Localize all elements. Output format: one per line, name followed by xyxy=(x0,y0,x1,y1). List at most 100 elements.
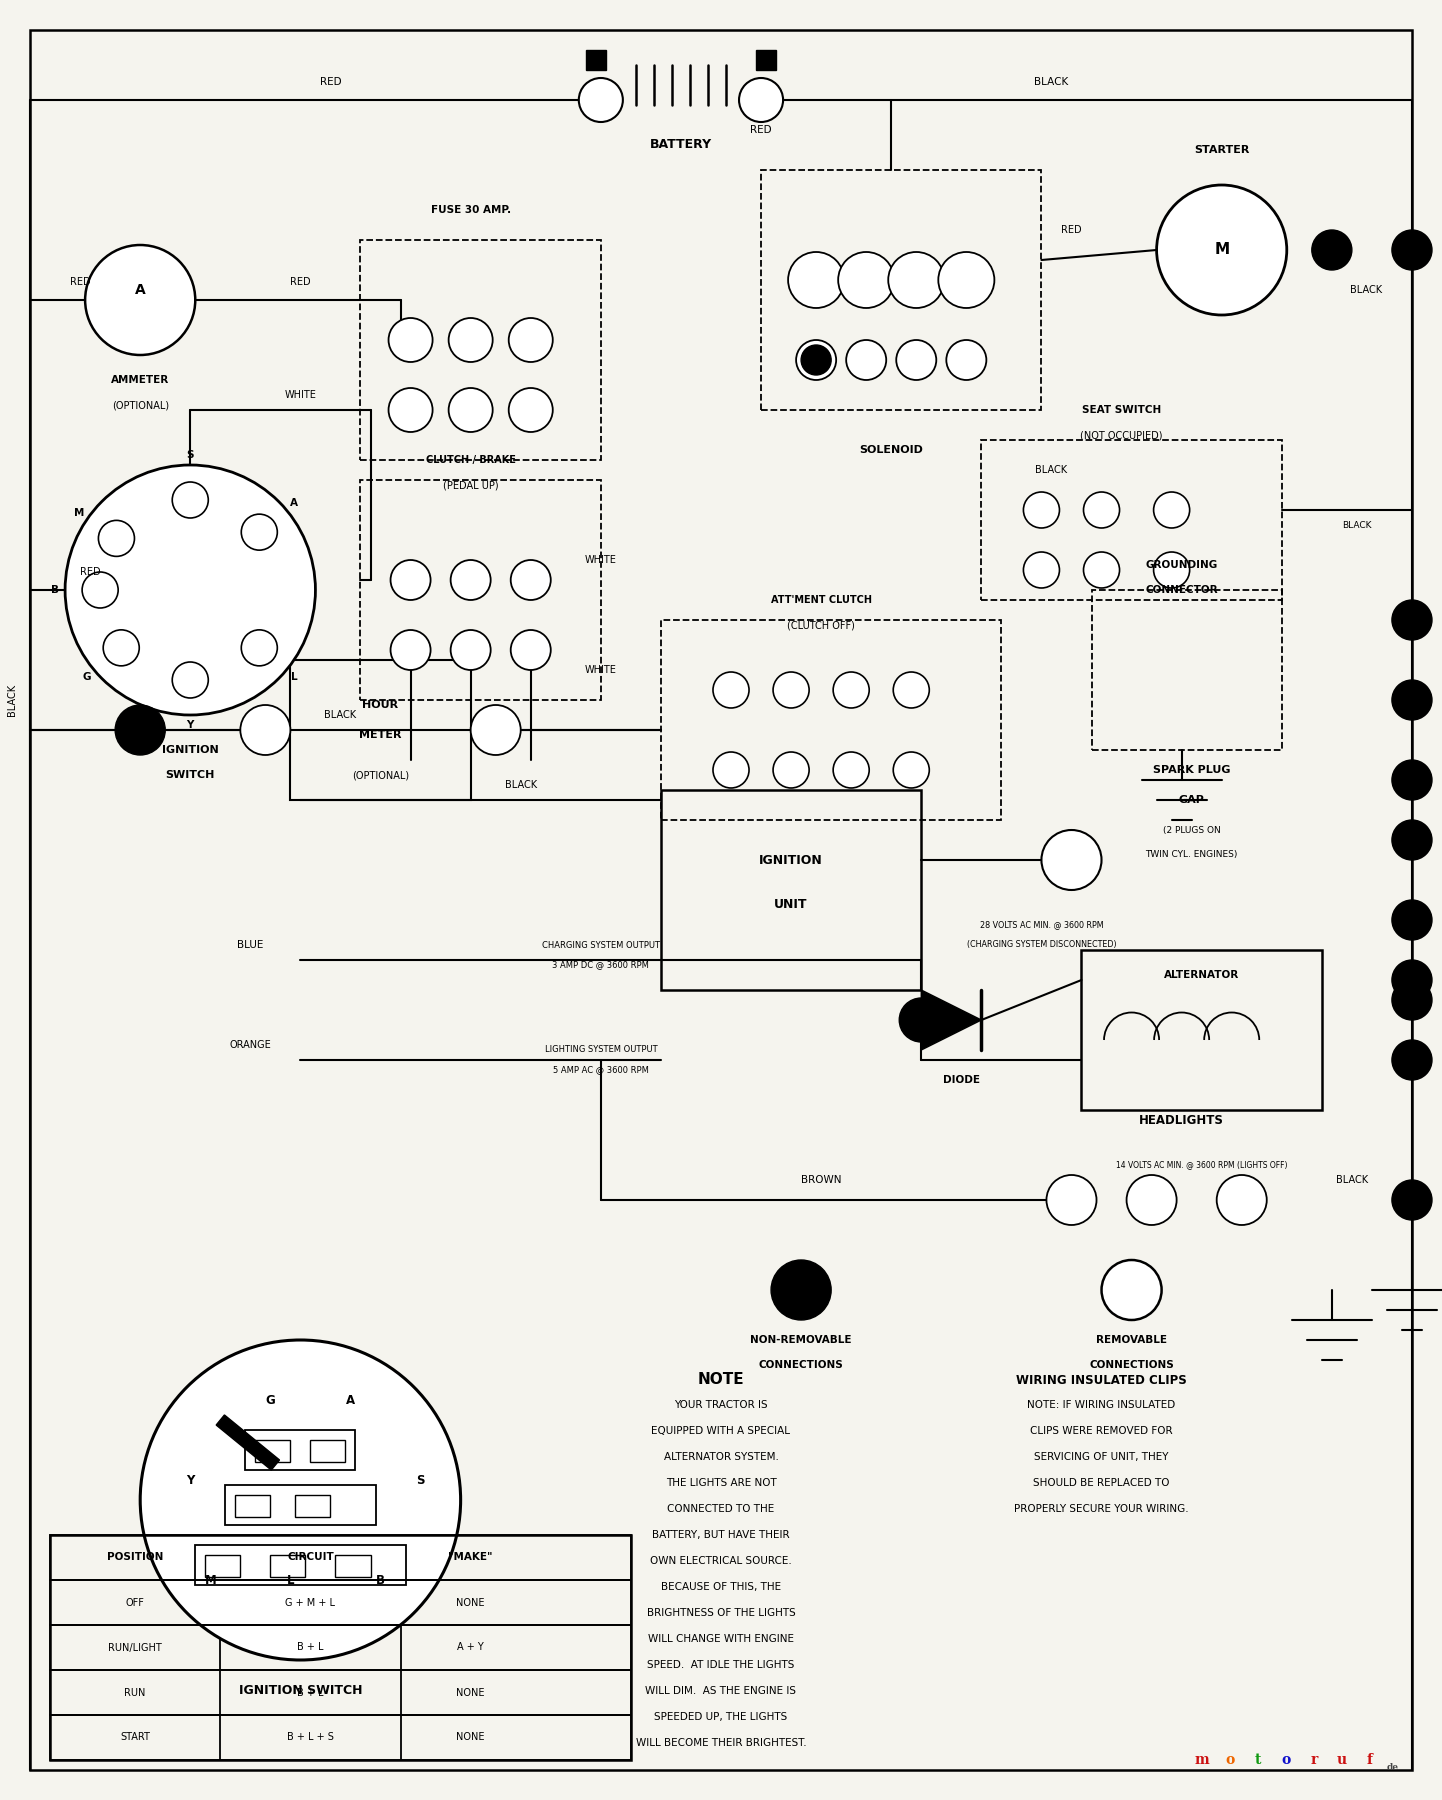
Bar xyxy=(50,1535,630,1580)
Bar xyxy=(255,1440,290,1462)
Text: NONE: NONE xyxy=(457,1598,485,1607)
Text: THE LIGHTS ARE NOT: THE LIGHTS ARE NOT xyxy=(666,1478,776,1489)
Text: SOLENOID: SOLENOID xyxy=(859,445,923,455)
Circle shape xyxy=(1154,553,1190,589)
Bar xyxy=(756,50,776,70)
Text: (CLUTCH OFF): (CLUTCH OFF) xyxy=(787,619,855,630)
Circle shape xyxy=(1392,230,1432,270)
Bar xyxy=(660,790,921,990)
Text: M: M xyxy=(1214,243,1229,257)
Circle shape xyxy=(1312,230,1351,270)
Bar xyxy=(225,1485,375,1525)
Text: BRIGHTNESS OF THE LIGHTS: BRIGHTNESS OF THE LIGHTS xyxy=(646,1607,796,1618)
Text: YOUR TRACTOR IS: YOUR TRACTOR IS xyxy=(675,1400,767,1409)
Bar xyxy=(205,1555,241,1577)
Circle shape xyxy=(833,752,870,788)
Text: BATTERY: BATTERY xyxy=(650,139,712,151)
Text: o: o xyxy=(1226,1753,1234,1768)
Circle shape xyxy=(1392,821,1432,860)
Circle shape xyxy=(773,752,809,788)
Circle shape xyxy=(1156,185,1286,315)
Circle shape xyxy=(578,77,623,122)
Polygon shape xyxy=(921,990,982,1049)
Bar xyxy=(360,239,601,461)
Text: t: t xyxy=(1255,1753,1260,1768)
Text: B: B xyxy=(376,1573,385,1586)
Text: LIGHTING SYSTEM OUTPUT: LIGHTING SYSTEM OUTPUT xyxy=(545,1046,658,1055)
Text: SHOULD BE REPLACED TO: SHOULD BE REPLACED TO xyxy=(1034,1478,1169,1489)
Text: SPEED.  AT IDLE THE LIGHTS: SPEED. AT IDLE THE LIGHTS xyxy=(647,1660,795,1670)
Circle shape xyxy=(773,671,809,707)
Text: CLIPS WERE REMOVED FOR: CLIPS WERE REMOVED FOR xyxy=(1030,1426,1172,1436)
Text: A: A xyxy=(134,283,146,297)
Circle shape xyxy=(1102,1260,1162,1319)
Text: "MAKE": "MAKE" xyxy=(448,1552,493,1562)
Text: EQUIPPED WITH A SPECIAL: EQUIPPED WITH A SPECIAL xyxy=(652,1426,790,1436)
Text: METER: METER xyxy=(359,731,402,740)
Text: SWITCH: SWITCH xyxy=(166,770,215,779)
Circle shape xyxy=(771,1260,831,1319)
Text: G: G xyxy=(265,1393,275,1406)
Text: CONNECTED TO THE: CONNECTED TO THE xyxy=(668,1505,774,1514)
Text: BLACK: BLACK xyxy=(505,779,536,790)
Text: BECAUSE OF THIS, THE: BECAUSE OF THIS, THE xyxy=(660,1582,782,1591)
Text: G: G xyxy=(82,671,91,682)
Circle shape xyxy=(1392,900,1432,940)
Text: NOTE: NOTE xyxy=(698,1372,744,1388)
Bar xyxy=(195,1544,405,1586)
Text: BROWN: BROWN xyxy=(800,1175,841,1184)
Text: NOTE: IF WIRING INSULATED: NOTE: IF WIRING INSULATED xyxy=(1027,1400,1175,1409)
Text: S: S xyxy=(417,1474,425,1487)
Text: WILL CHANGE WITH ENGINE: WILL CHANGE WITH ENGINE xyxy=(647,1634,795,1643)
Text: NON-REMOVABLE: NON-REMOVABLE xyxy=(750,1336,852,1345)
Circle shape xyxy=(470,706,521,754)
Circle shape xyxy=(1392,1040,1432,1080)
Text: START: START xyxy=(120,1732,150,1742)
Bar xyxy=(1082,950,1322,1111)
Text: BLACK: BLACK xyxy=(324,709,356,720)
Circle shape xyxy=(391,560,431,599)
Bar xyxy=(290,661,470,799)
Text: r: r xyxy=(1311,1753,1318,1768)
Text: WIRING INSULATED CLIPS: WIRING INSULATED CLIPS xyxy=(1017,1373,1187,1386)
Text: TWIN CYL. ENGINES): TWIN CYL. ENGINES) xyxy=(1145,851,1237,860)
Circle shape xyxy=(1392,599,1432,641)
Text: RED: RED xyxy=(1061,225,1082,236)
Circle shape xyxy=(946,340,986,380)
Text: CONNECTOR: CONNECTOR xyxy=(1145,585,1218,596)
Text: SPARK PLUG: SPARK PLUG xyxy=(1154,765,1230,776)
Circle shape xyxy=(509,319,552,362)
Circle shape xyxy=(893,752,929,788)
Text: CHARGING SYSTEM OUTPUT: CHARGING SYSTEM OUTPUT xyxy=(542,940,660,950)
Circle shape xyxy=(388,319,433,362)
Circle shape xyxy=(1047,1175,1096,1226)
Text: A: A xyxy=(290,499,298,508)
Text: NONE: NONE xyxy=(457,1688,485,1697)
Text: WHITE: WHITE xyxy=(585,554,617,565)
Text: 5 AMP AC @ 3600 RPM: 5 AMP AC @ 3600 RPM xyxy=(552,1066,649,1075)
Text: B + L: B + L xyxy=(297,1688,323,1697)
Text: M: M xyxy=(205,1573,216,1586)
Circle shape xyxy=(1217,1175,1266,1226)
Text: REMOVABLE: REMOVABLE xyxy=(1096,1336,1167,1345)
Bar xyxy=(336,1555,371,1577)
Text: WHITE: WHITE xyxy=(284,391,316,400)
Circle shape xyxy=(172,662,208,698)
Bar xyxy=(50,1625,630,1670)
Circle shape xyxy=(888,252,945,308)
Text: A + Y: A + Y xyxy=(457,1642,485,1652)
Text: 3 AMP DC @ 3600 RPM: 3 AMP DC @ 3600 RPM xyxy=(552,961,649,970)
Text: UNIT: UNIT xyxy=(774,898,808,911)
Text: B + L: B + L xyxy=(297,1642,323,1652)
Circle shape xyxy=(712,671,748,707)
Circle shape xyxy=(98,520,134,556)
Text: CLUTCH / BRAKE: CLUTCH / BRAKE xyxy=(425,455,516,464)
Text: CIRCUIT: CIRCUIT xyxy=(287,1552,333,1562)
Text: (OPTIONAL): (OPTIONAL) xyxy=(352,770,410,779)
Circle shape xyxy=(450,560,490,599)
Text: B: B xyxy=(50,585,59,596)
Text: BLACK: BLACK xyxy=(1335,1175,1368,1184)
Text: -: - xyxy=(757,47,764,65)
Text: DIODE: DIODE xyxy=(943,1075,979,1085)
Text: S: S xyxy=(186,450,195,461)
